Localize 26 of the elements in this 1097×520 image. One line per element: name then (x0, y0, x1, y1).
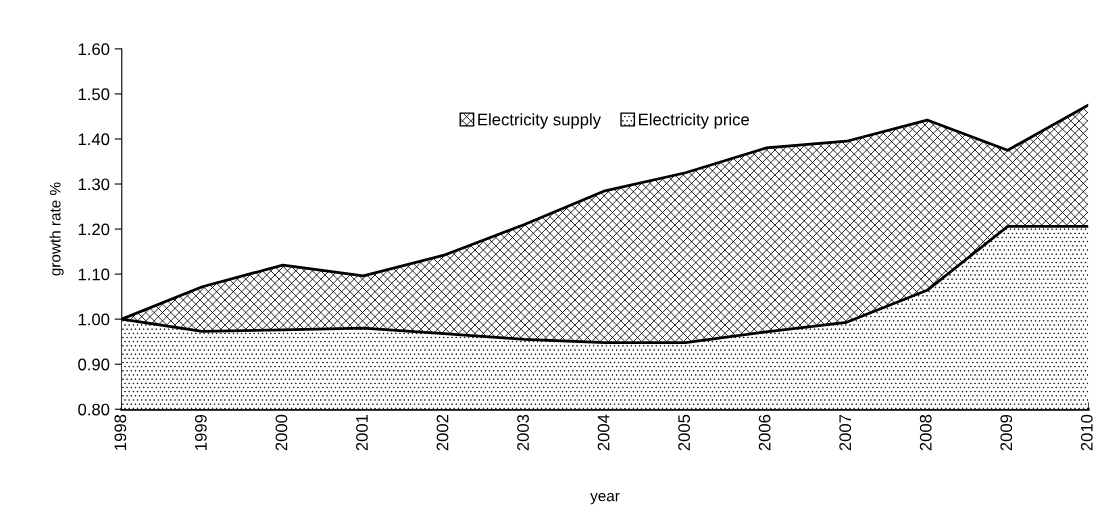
y-axis-title: growth rate % (49, 182, 64, 276)
y-tick-label: 1.40 (78, 133, 110, 146)
x-tick-label: 2010 (1080, 414, 1093, 451)
legend-label: Electricity price (639, 113, 750, 129)
y-tick-label: 1.30 (78, 178, 110, 191)
y-tick-label: 0.90 (78, 358, 110, 371)
y-tick-label: 1.20 (78, 223, 110, 236)
x-axis-title: year (590, 492, 620, 505)
y-tick-label: 1.00 (78, 313, 110, 326)
x-tick-label: 2003 (517, 414, 529, 451)
x-tick-label: 2008 (919, 414, 932, 451)
x-tick-label: 2002 (436, 414, 449, 451)
x-tick-label: 1998 (114, 414, 127, 450)
y-tick-label: 1.60 (78, 43, 110, 56)
y-tick-label: 1.50 (78, 88, 110, 101)
x-tick-label: 2000 (275, 414, 288, 451)
x-tick-label: 2004 (597, 414, 610, 451)
x-tick-label: 1999 (194, 414, 207, 450)
x-tick-label: 2005 (678, 414, 691, 451)
x-tick-label: 2001 (356, 414, 368, 451)
y-tick-label: 0.80 (78, 403, 110, 416)
x-tick-label: 2009 (1000, 414, 1013, 451)
y-tick-label: 1.10 (78, 268, 110, 281)
x-tick-label: 2006 (758, 414, 771, 451)
legend-label: Electricity supply (478, 113, 601, 129)
x-tick-label: 2007 (839, 414, 852, 451)
